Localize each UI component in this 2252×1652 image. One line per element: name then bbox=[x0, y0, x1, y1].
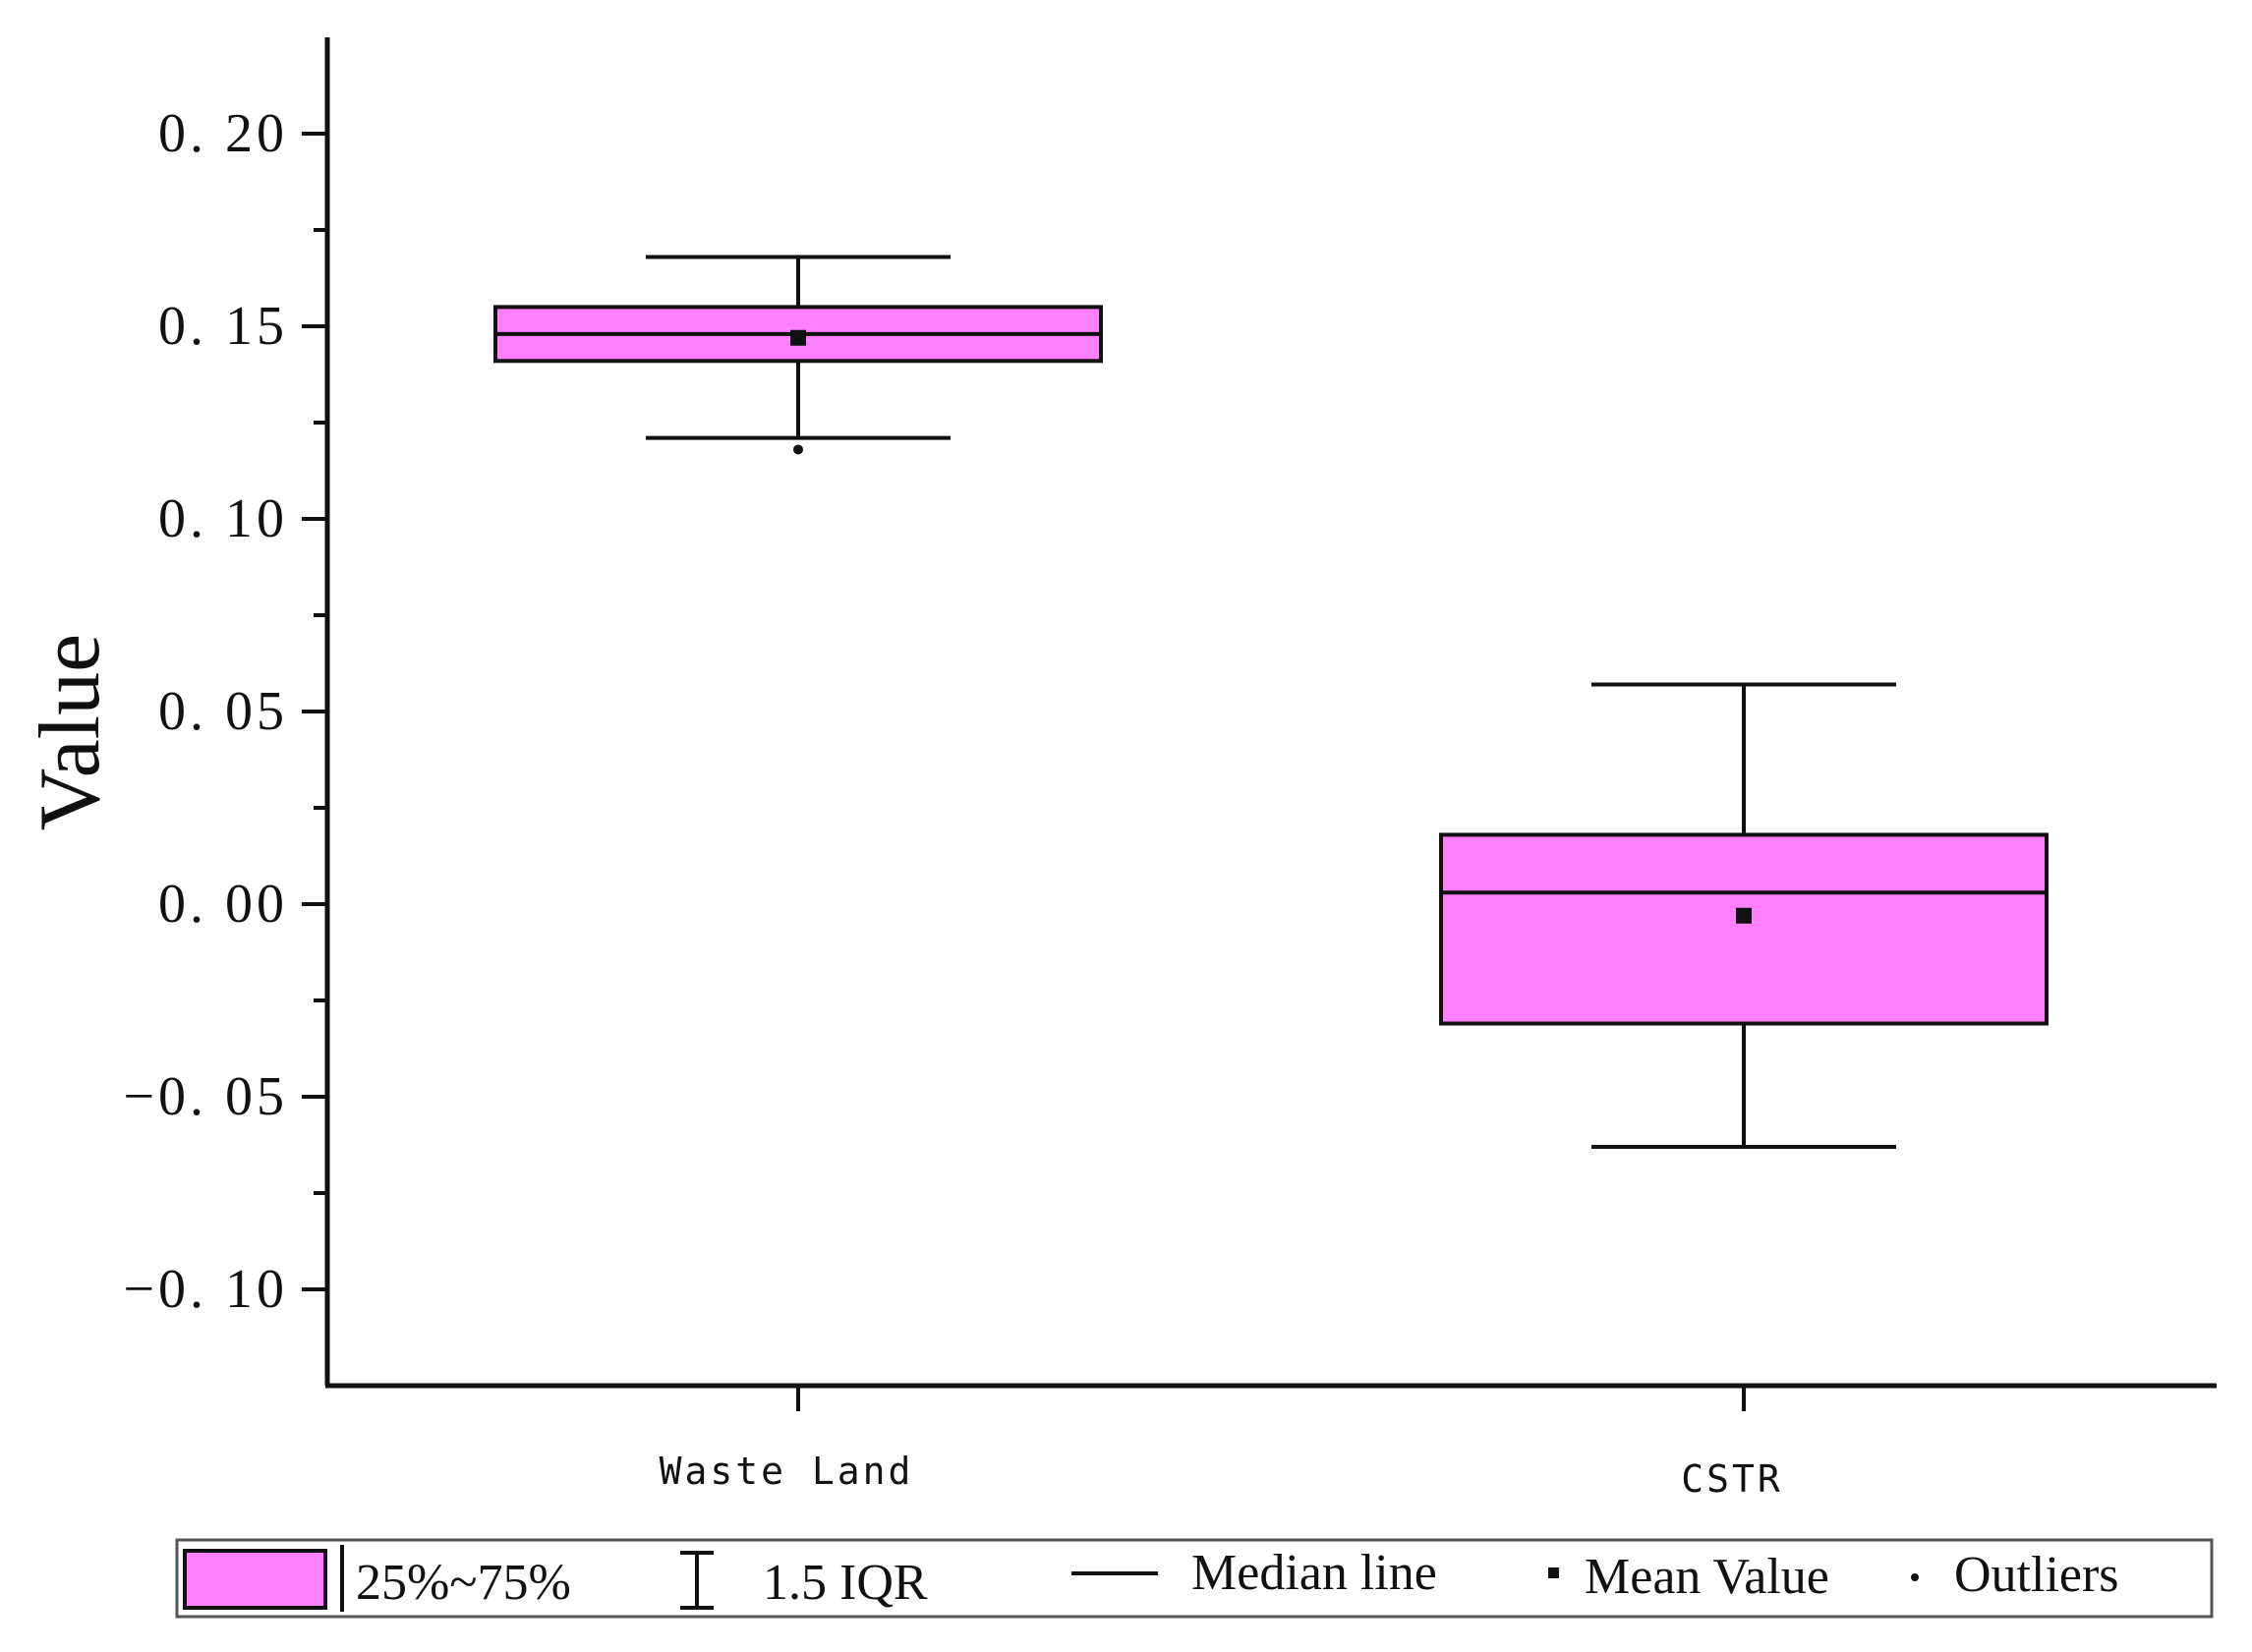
y-tick-label: −0. 05 bbox=[123, 1066, 288, 1127]
legend-box-label: 25%~75% bbox=[356, 1555, 571, 1611]
y-tick-label: 0. 15 bbox=[158, 296, 288, 357]
x-tick-label: CSTR bbox=[1681, 1457, 1783, 1501]
legend-whisker-label: 1.5 IQR bbox=[763, 1555, 928, 1611]
legend-median-label: Median line bbox=[1191, 1545, 1437, 1601]
legend-outliers-label: Outliers bbox=[1954, 1547, 2119, 1603]
x-tick-label: Waste Land bbox=[660, 1450, 914, 1493]
legend: 25%~75% 1.5 IQR Median line Mean Value O… bbox=[175, 1538, 2214, 1619]
legend-mean-symbol bbox=[1548, 1567, 1559, 1578]
y-tick-label: 0. 05 bbox=[158, 681, 288, 742]
x-axis-ticks: Waste Land CSTR bbox=[660, 1386, 1783, 1501]
y-axis-label: Value bbox=[23, 634, 118, 830]
axes bbox=[324, 37, 2217, 1389]
y-tick-label: −0. 10 bbox=[123, 1259, 288, 1320]
y-tick-label: 0. 20 bbox=[158, 103, 288, 164]
box-waste-land bbox=[493, 255, 1103, 455]
outlier-point bbox=[793, 444, 803, 455]
y-tick-label: 0. 10 bbox=[158, 488, 288, 549]
legend-frame bbox=[175, 1538, 2214, 1619]
y-axis-ticks: 0. 20 0. 15 0. 10 0. 05 0. 00 −0. 05 −0. 10 bbox=[123, 103, 327, 1320]
y-tick-label: 0. 00 bbox=[158, 874, 288, 935]
boxes bbox=[493, 255, 2049, 1149]
legend-mean-label: Mean Value bbox=[1585, 1549, 1829, 1605]
box-cstr bbox=[1439, 682, 2049, 1149]
iqr-box bbox=[1439, 832, 2049, 1026]
legend-outlier-symbol bbox=[1911, 1573, 1919, 1581]
mean-marker bbox=[790, 329, 806, 346]
legend-whisker-symbol bbox=[680, 1551, 714, 1610]
legend-box-swatch bbox=[183, 1549, 327, 1610]
mean-marker bbox=[1736, 907, 1752, 924]
